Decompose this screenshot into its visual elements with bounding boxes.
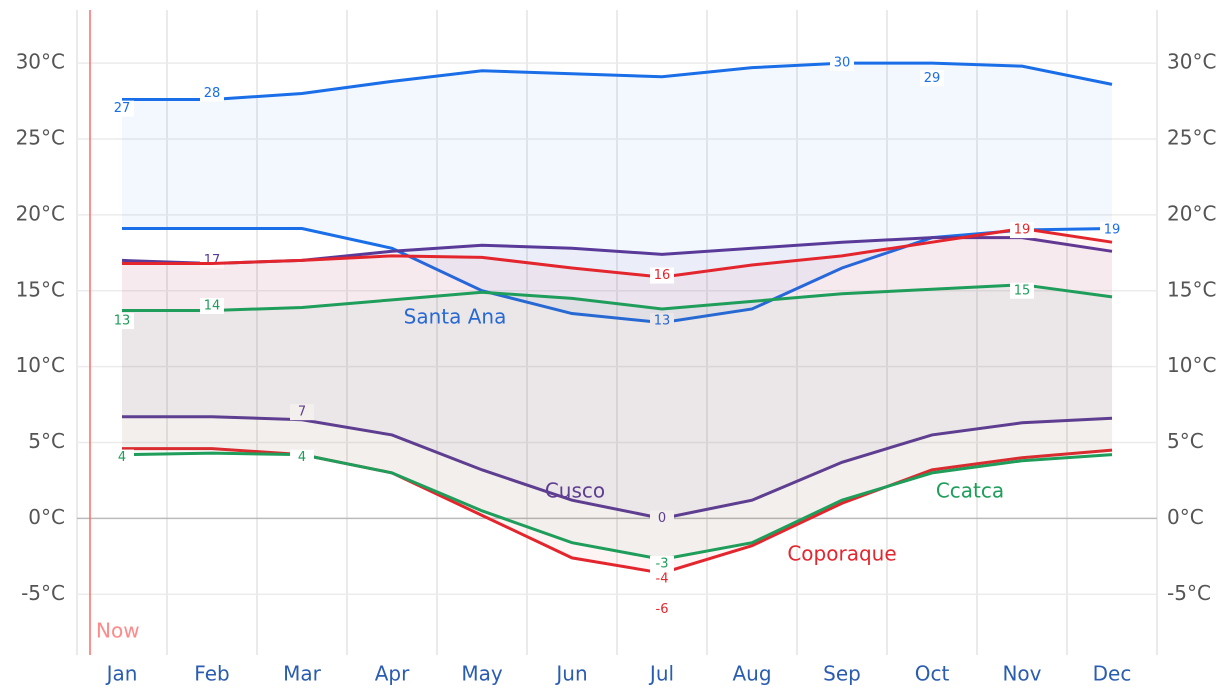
value-label-bg [290, 449, 314, 466]
value-label: -3 [656, 556, 669, 571]
temperature-line [122, 283, 1113, 312]
value-label-bg [200, 85, 224, 102]
value-label: -6 [656, 602, 669, 617]
x-tick-label: Jul [648, 662, 674, 686]
value-label: 27 [114, 101, 131, 116]
value-label-bg [650, 267, 674, 284]
x-tick-label: Sep [823, 662, 861, 686]
x-tick-label: Feb [194, 662, 229, 686]
value-label-bg [1010, 222, 1034, 239]
y-tick-label-right: 5°C [1167, 429, 1204, 453]
value-label-bg [830, 55, 854, 72]
value-label-bg [290, 404, 314, 421]
value-label: 19 [1104, 223, 1121, 238]
value-label: 13 [654, 314, 671, 329]
series-label: Cusco [545, 479, 605, 503]
value-label: 14 [204, 298, 221, 313]
y-tick-label: 30°C [16, 50, 65, 74]
value-label-bg [1010, 282, 1034, 299]
value-label-bg [110, 449, 134, 466]
temperature-line [122, 61, 1113, 102]
y-tick-label: 15°C [16, 277, 65, 301]
x-tick-label: Aug [732, 662, 771, 686]
value-label-bg [650, 313, 674, 330]
x-tick-label: May [461, 662, 503, 686]
y-tick-label: 5°C [28, 429, 65, 453]
value-label: 7 [298, 405, 306, 420]
x-tick-label: Oct [915, 662, 950, 686]
y-tick-label-right: 10°C [1167, 353, 1216, 377]
range-band [122, 228, 1112, 574]
value-label-bg [650, 510, 674, 527]
temperature-line [121, 451, 1113, 561]
y-tick-label-right: -5°C [1167, 581, 1211, 605]
value-label: -4 [656, 572, 669, 587]
value-label: 13 [114, 314, 131, 329]
value-label: 15 [1014, 283, 1031, 298]
x-tick-label: Apr [375, 662, 410, 686]
value-label-bg [920, 70, 944, 87]
series-label: Coporaque [787, 542, 896, 566]
value-label-bg [650, 571, 674, 588]
now-label: Now [96, 619, 140, 643]
range-band [122, 63, 1112, 323]
value-label: 29 [924, 71, 941, 86]
y-tick-label-right: 25°C [1167, 126, 1216, 150]
value-label: 30 [834, 56, 851, 71]
range-band [122, 284, 1112, 560]
series-label: Ccatca [936, 479, 1004, 503]
range-band [122, 237, 1112, 519]
value-label: 4 [298, 450, 306, 465]
y-tick-label-right: 30°C [1167, 50, 1216, 74]
value-label: 16 [654, 268, 671, 283]
value-label: 4 [118, 450, 126, 465]
temperature-line [122, 227, 1113, 279]
y-tick-label-right: 0°C [1167, 505, 1204, 529]
value-label-bg [650, 555, 674, 572]
value-label-bg [1100, 222, 1124, 239]
value-label: 0 [658, 511, 666, 526]
x-tick-label: Dec [1093, 662, 1132, 686]
x-tick-label: Jan [105, 662, 138, 686]
series-label: Santa Ana [404, 305, 507, 329]
value-label-bg [110, 100, 134, 117]
y-tick-label-right: 20°C [1167, 201, 1216, 225]
value-label: 19 [1014, 223, 1031, 238]
y-tick-label: 0°C [28, 505, 65, 529]
value-label-bg [200, 297, 224, 314]
temperature-line [122, 415, 1113, 520]
x-tick-label: Nov [1002, 662, 1041, 686]
y-tick-label: 10°C [16, 353, 65, 377]
value-label-bg [110, 313, 134, 330]
y-tick-label: -5°C [21, 581, 65, 605]
value-label-bg [650, 601, 674, 618]
y-tick-label: 25°C [16, 126, 65, 150]
x-tick-label: Jun [554, 662, 587, 686]
x-tick-label: Mar [283, 662, 322, 686]
y-tick-label-right: 15°C [1167, 277, 1216, 301]
y-tick-label: 20°C [16, 201, 65, 225]
value-label: 28 [204, 86, 221, 101]
